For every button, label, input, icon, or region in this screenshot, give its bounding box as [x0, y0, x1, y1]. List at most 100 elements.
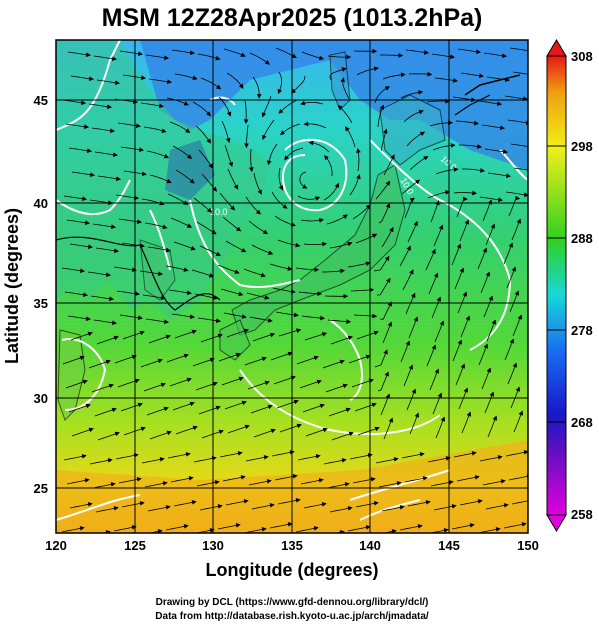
kyushu-island	[219, 319, 251, 361]
wind-streamline	[302, 403, 325, 413]
wind-streamline	[224, 400, 247, 410]
wind-streamline	[198, 149, 213, 169]
wind-streamline	[243, 268, 266, 278]
wind-streamline	[199, 245, 222, 256]
wind-streamline	[91, 383, 114, 393]
colorbar-max-arrow	[546, 39, 567, 57]
wind-streamline	[485, 502, 509, 510]
wind-streamline	[308, 140, 330, 153]
wind-streamline	[401, 179, 421, 195]
sakhalin-island	[329, 51, 351, 111]
wind-streamline	[118, 476, 142, 484]
x-axis: 120 125 130 135 140 145 150 Longitude (d…	[45, 538, 539, 580]
wind-streamline	[145, 54, 169, 61]
wind-streamline	[115, 194, 139, 201]
wind-streamline	[323, 182, 340, 201]
wind-streamline	[352, 476, 376, 484]
wind-streamline	[355, 233, 378, 244]
wind-streamline	[512, 314, 523, 337]
wind-streamline	[96, 79, 120, 86]
wind-streamline	[429, 120, 453, 127]
wind-streamline	[298, 291, 323, 297]
wind-streamline	[244, 356, 267, 366]
wind-streamline	[63, 453, 87, 461]
wind-streamline	[330, 335, 353, 345]
wind-streamline	[222, 216, 242, 232]
wind-streamline	[191, 269, 215, 278]
wind-streamline	[459, 219, 470, 242]
wind-streamline	[217, 522, 241, 530]
wind-streamline	[248, 478, 272, 486]
wind-streamline	[331, 431, 354, 441]
wind-streamline	[402, 269, 414, 291]
wind-streamline	[299, 379, 322, 389]
wind-streamline	[434, 77, 458, 83]
wind-streamline	[140, 358, 163, 368]
colorbar-tick: 288	[571, 231, 593, 246]
wind-streamline	[451, 522, 475, 530]
wind-streamline	[507, 119, 528, 126]
wind-streamline	[378, 202, 391, 224]
wind-streamline	[200, 77, 222, 90]
wind-streamline	[431, 296, 442, 319]
x-tick-label: 140	[359, 538, 381, 553]
wind-streamline	[486, 76, 510, 83]
wind-streamline	[353, 313, 378, 319]
plot-frame	[55, 39, 529, 534]
wind-streamline	[253, 428, 276, 438]
wind-streamline	[61, 525, 85, 533]
wind-streamline	[148, 78, 172, 85]
x-tick-label: 150	[517, 538, 539, 553]
wind-streamline	[381, 504, 405, 512]
wind-streamline	[269, 521, 293, 529]
wind-streamline	[195, 527, 215, 533]
wind-streamline	[382, 321, 393, 344]
wind-streamline	[147, 504, 171, 512]
wind-streamline	[169, 377, 192, 387]
wind-streamline	[219, 450, 243, 458]
y-tick-label: 25	[34, 481, 48, 496]
wind-streamline	[195, 125, 211, 144]
wind-streamlines	[61, 47, 528, 533]
wind-streamline	[142, 294, 166, 301]
wind-streamline	[427, 190, 451, 199]
wind-streamline	[166, 353, 189, 363]
wind-streamline	[95, 505, 119, 513]
wind-streamline	[348, 354, 371, 364]
x-tick-label: 135	[281, 538, 303, 553]
wind-streamline	[220, 288, 244, 297]
wind-streamline	[284, 147, 304, 161]
colorbar-tick: 258	[571, 507, 593, 522]
wind-streamline	[349, 174, 361, 196]
wind-streamline	[431, 53, 455, 60]
wind-streamline	[94, 151, 118, 158]
wind-streamline	[146, 406, 169, 416]
wind-streamline	[201, 173, 218, 192]
wind-streamline	[173, 499, 197, 507]
colorbar: 258 268 278 288 298 308	[546, 39, 593, 532]
wind-streamline	[252, 332, 276, 342]
x-axis-label: Longitude (degrees)	[205, 560, 378, 580]
wind-streamline	[249, 316, 273, 323]
wind-streamline	[221, 120, 231, 143]
wind-streamline	[300, 218, 324, 223]
wind-streamline	[296, 355, 319, 365]
wind-streamline	[223, 48, 246, 57]
wind-streamline	[226, 328, 249, 338]
wind-streamline	[64, 291, 88, 298]
wind-streamline	[70, 331, 93, 341]
wind-streamline	[278, 328, 302, 337]
wind-streamline	[94, 407, 117, 417]
wind-streamline	[118, 218, 142, 225]
wind-streamline	[480, 271, 491, 294]
wind-streamline	[149, 174, 172, 184]
wind-streamline	[406, 388, 417, 411]
y-tick-label: 35	[34, 296, 48, 311]
wind-streamline	[122, 74, 146, 81]
wind-streamline	[226, 72, 244, 89]
wind-streamline	[486, 319, 497, 342]
wind-streamline	[62, 355, 85, 365]
plot-area: 10.0 10.0 10.0	[55, 39, 529, 534]
wind-streamline	[120, 146, 144, 153]
